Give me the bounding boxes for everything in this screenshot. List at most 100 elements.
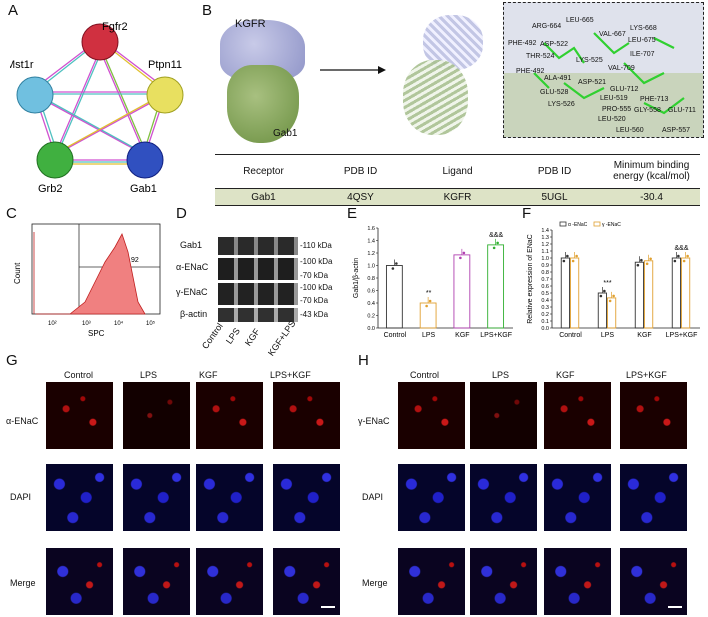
blot-row-label: γ-ENaC	[176, 287, 208, 297]
blot-marker: -43 kDa	[300, 310, 329, 319]
micro-image	[196, 382, 263, 449]
residue-label: ALA-491	[544, 75, 572, 82]
residue-label: VAL-667	[599, 31, 626, 38]
micro-row-label: γ-ENaC	[358, 416, 390, 426]
table-top-rule	[215, 154, 700, 155]
bar	[385, 265, 403, 329]
flow-histogram: 92 10² 10³ 10⁴ 10⁵ SPC Count	[13, 223, 161, 338]
flow-x-tick: 10²	[48, 321, 57, 327]
gate-percentage: 92	[131, 257, 139, 264]
data-point	[686, 254, 689, 258]
binding-site-inset: ARG-664 LEU-665 VAL-667 LYS-668 PHE-492 …	[503, 2, 704, 138]
residue-label: ASP-521	[578, 79, 607, 86]
y-tick-label: 0.0	[367, 326, 375, 332]
table-data-row: Gab1 4QSY KGFR 5UGL -30.4	[215, 188, 700, 206]
flow-x-label: SPC	[88, 329, 105, 338]
node-label-mst1r: Mst1r	[10, 59, 34, 71]
data-point	[571, 259, 575, 263]
blot-marker: -70 kDa	[300, 296, 329, 305]
y-tick-label: 1.2	[541, 242, 549, 248]
blot-row-label: α-ENaC	[176, 262, 209, 272]
y-tick-label: 0.2	[541, 312, 549, 318]
y-tick-label: 1.4	[541, 228, 549, 234]
scale-bar	[321, 606, 335, 608]
residue-label: PHE-492	[508, 40, 537, 47]
table-header: Receptor	[243, 165, 284, 177]
legend-label: α -ENaC	[568, 222, 588, 228]
micro-image	[46, 464, 113, 531]
bar	[671, 257, 681, 329]
legend-swatch	[559, 221, 567, 227]
micro-image	[273, 382, 340, 449]
table-cell: -30.4	[640, 191, 663, 203]
x-tick-label: Control	[559, 332, 582, 339]
node-ptpn11	[146, 76, 184, 114]
blot-row-label: Gab1	[180, 240, 203, 250]
panel-label-d: D	[176, 205, 187, 222]
bar	[644, 260, 654, 329]
data-point	[649, 257, 652, 261]
data-point	[395, 262, 398, 265]
residue-label: GLU-712	[610, 86, 639, 93]
panel-label-g: G	[6, 352, 18, 369]
micro-row-label: Merge	[362, 578, 388, 588]
data-point	[566, 254, 569, 258]
micro-image	[398, 548, 465, 615]
micro-col-label: LPS	[492, 370, 510, 380]
data-point	[575, 254, 578, 258]
gab1-bar-chart: 0.0 0.2 0.4 0.6 0.8 1.0 1.2 1.4 1.6 Gab1/β-actin C…	[353, 226, 513, 339]
y-tick-label: 0.6	[541, 284, 549, 290]
micro-image	[46, 382, 113, 449]
residue-label: GLU-528	[540, 89, 569, 96]
scale-bar	[668, 606, 682, 608]
panel-label-e: E	[347, 205, 358, 222]
x-tick-label: KGF	[637, 332, 651, 339]
y-tick-label: 0.8	[367, 276, 375, 282]
residue-label: LEU-665	[566, 17, 594, 24]
bar	[681, 257, 691, 329]
residue-label: GLU-711	[668, 107, 696, 114]
y-tick-label: 1.0	[367, 264, 375, 270]
micro-image	[123, 464, 190, 531]
panel-label-h: H	[358, 352, 369, 369]
data-point	[677, 254, 680, 258]
enac-bar-chart: 0.00.10.20.30.40.50.60.70.80.91.01.11.21…	[527, 221, 700, 339]
y-tick-label: 1.2	[367, 251, 375, 257]
data-point	[599, 294, 603, 298]
kgfr-label: KGFR	[235, 18, 266, 30]
micro-col-label: LPS+KGF	[270, 370, 311, 380]
data-point	[608, 299, 612, 303]
micro-image	[398, 464, 465, 531]
significance-label: ***	[603, 280, 611, 287]
data-point	[459, 256, 462, 260]
data-point	[640, 258, 643, 262]
blot-marker: -110 kDa	[300, 241, 332, 250]
residue-label: LEU-560	[616, 127, 644, 134]
residue-label: THR-524	[526, 53, 555, 60]
panel-label-f: F	[522, 205, 532, 222]
data-point	[603, 289, 606, 293]
y-tick-label: 0.5	[541, 291, 549, 297]
y-axis-label: Gab1/β-actin	[353, 258, 360, 298]
data-point	[496, 241, 499, 245]
x-tick-label: LPS+KGF	[666, 332, 698, 339]
docking-surface: KGFR Gab1	[215, 10, 310, 145]
micro-image	[273, 464, 340, 531]
x-tick-label: LPS	[601, 332, 615, 339]
node-label-gab1: Gab1	[130, 183, 157, 195]
micro-col-label: LPS	[140, 370, 158, 380]
bar	[634, 261, 644, 329]
micro-image	[544, 382, 611, 449]
micro-image	[470, 382, 537, 449]
residue-label: LEU-520	[598, 116, 626, 123]
residue-label: LYS-526	[548, 101, 575, 108]
flow-x-tick: 10⁵	[146, 320, 156, 327]
node-label-ptpn11: Ptpn11	[148, 59, 182, 71]
micro-col-label: Control	[64, 370, 94, 380]
residue-label: LYS-668	[630, 25, 657, 32]
data-point	[492, 246, 496, 250]
y-tick-label: 0.1	[541, 319, 549, 325]
node-label-fgfr2: Fgfr2	[102, 21, 128, 33]
bar	[570, 257, 580, 329]
data-point	[645, 262, 649, 266]
